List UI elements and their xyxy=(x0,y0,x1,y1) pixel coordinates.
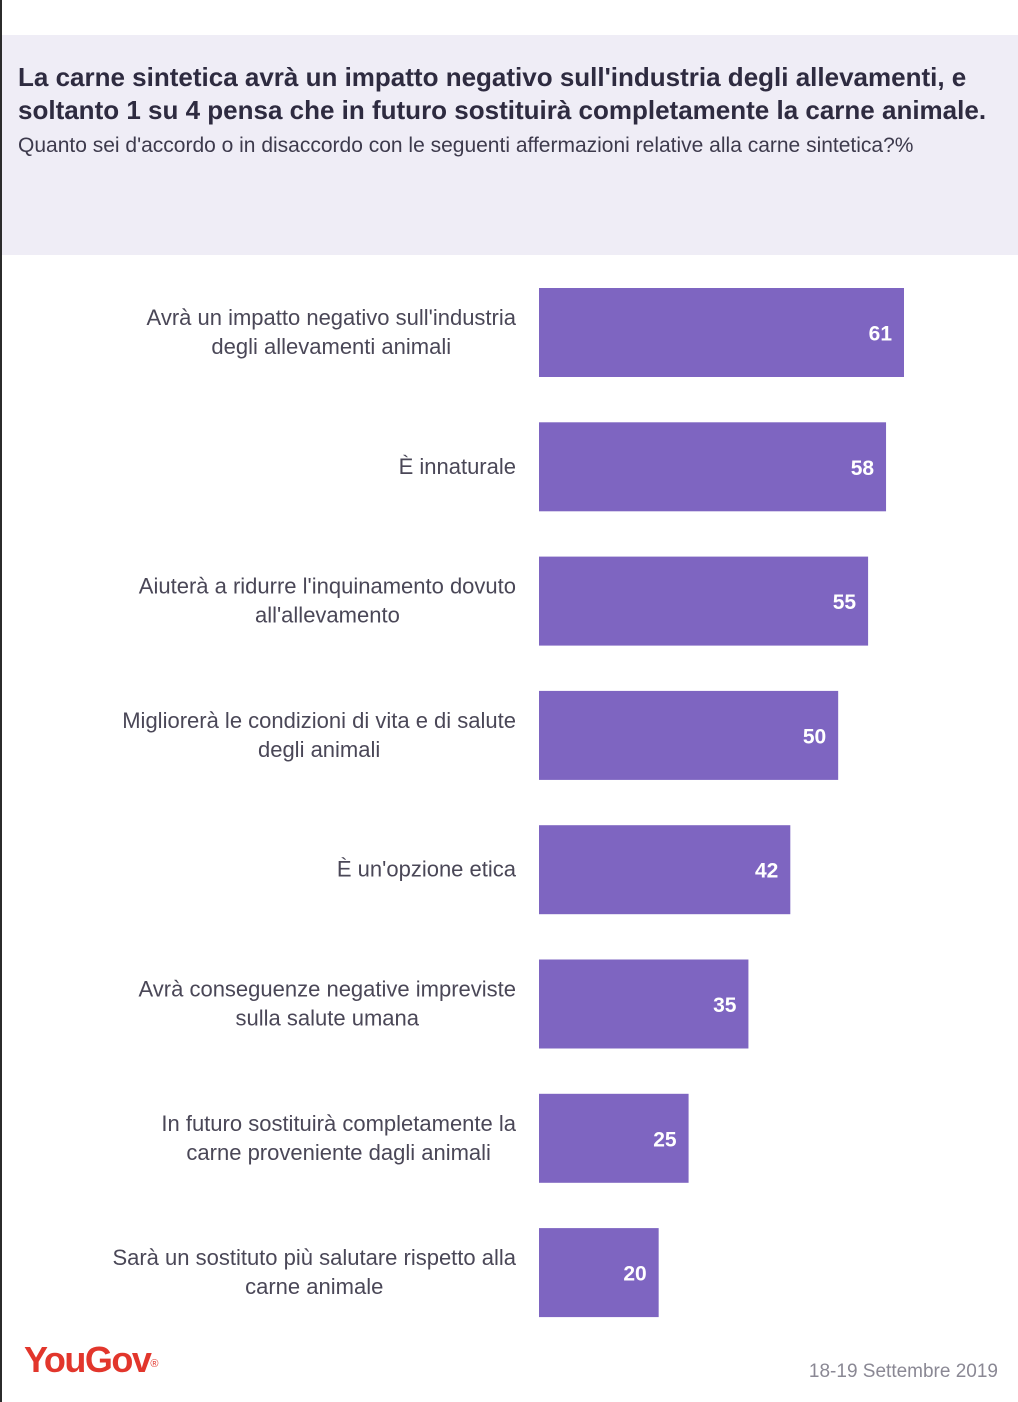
category-label-6: Avrà conseguenze negative impreviste sull… xyxy=(139,977,516,1031)
data-label-7: 25 xyxy=(653,1128,677,1151)
category-label-1: Avrà un impatto negativo sull'industria d… xyxy=(147,305,517,359)
data-label-2: 58 xyxy=(851,457,875,480)
category-label-8: Sarà un sostituto più salutare rispetto … xyxy=(112,1245,516,1299)
logo-text: YouGov xyxy=(24,1339,152,1380)
category-label-line: carne animale xyxy=(245,1274,383,1299)
bar-5 xyxy=(539,825,791,915)
data-label-1: 61 xyxy=(869,323,893,346)
category-label-line: In futuro sostituirà completamente la xyxy=(161,1111,516,1136)
bar-7 xyxy=(539,1093,689,1183)
category-label-line: degli animali xyxy=(258,737,380,762)
logo-registered-mark: ® xyxy=(150,1358,159,1370)
category-label-line: all'allevamento xyxy=(255,603,400,628)
yougov-logo: YouGov® xyxy=(24,1338,158,1382)
category-label-line: Avrà un impatto negativo sull'industria xyxy=(147,305,517,330)
bar-1 xyxy=(539,288,904,377)
chart-title: La carne sintetica avrà un impatto negat… xyxy=(18,62,987,125)
bar-chart: 61 Avrà un impatto negativo sull'industri… xyxy=(112,288,904,1318)
category-label-line: sulla salute umana xyxy=(236,1006,420,1031)
data-label-5: 42 xyxy=(755,860,778,883)
survey-date: 18-19 Settembre 2019 xyxy=(808,1361,998,1382)
chart-header: La carne sintetica avrà un impatto negat… xyxy=(2,35,1018,255)
category-label-3: Aiuterà a ridurre l'inquinamento dovuto a… xyxy=(139,574,516,628)
category-label-line: È un'opzione etica xyxy=(337,857,517,882)
category-label-line: Migliorerà le condizioni di vita e di sa… xyxy=(122,708,516,733)
category-label-line: È innaturale xyxy=(399,454,516,479)
left-border-line xyxy=(0,0,2,1402)
category-label-line: Aiuterà a ridurre l'inquinamento dovuto xyxy=(139,574,516,599)
category-label-7: In futuro sostituirà completamente la car… xyxy=(161,1111,516,1165)
bar-6 xyxy=(539,959,749,1049)
chart-subtitle: Quanto sei d'accordo o in disaccordo con… xyxy=(18,134,914,157)
category-label-line: carne proveniente dagli animali xyxy=(186,1140,491,1165)
data-label-8: 20 xyxy=(623,1263,646,1286)
category-label-line: Avrà conseguenze negative impreviste xyxy=(139,977,516,1002)
data-label-6: 35 xyxy=(713,994,737,1017)
category-label-2: È innaturale xyxy=(399,454,516,479)
bar-4 xyxy=(539,690,839,780)
bar-8 xyxy=(539,1228,659,1318)
bar-3 xyxy=(539,556,869,646)
bar-2 xyxy=(539,422,887,512)
category-label-line: Sarà un sostituto più salutare rispetto … xyxy=(112,1245,516,1270)
category-label-4: Migliorerà le condizioni di vita e di sa… xyxy=(122,708,516,762)
category-label-5: È un'opzione etica xyxy=(337,857,517,882)
data-label-3: 55 xyxy=(833,591,857,614)
category-label-line: degli allevamenti animali xyxy=(211,334,451,359)
data-label-4: 50 xyxy=(803,725,826,748)
